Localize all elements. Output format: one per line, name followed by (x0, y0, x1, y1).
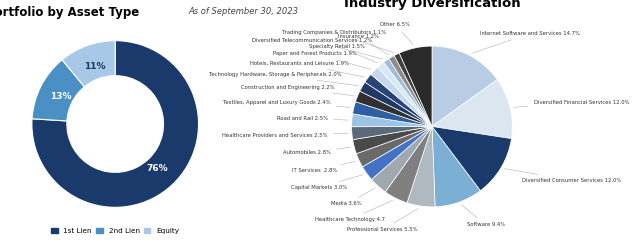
Wedge shape (32, 60, 84, 121)
Text: Textiles, Apparel and Luxury Goods 2.4%: Textiles, Apparel and Luxury Goods 2.4% (223, 100, 350, 107)
Text: Professional Services 5.5%: Professional Services 5.5% (347, 208, 419, 232)
Text: Healthcare Technology 4.7: Healthcare Technology 4.7 (315, 200, 393, 222)
Text: Diversified Financial Services 12.0%: Diversified Financial Services 12.0% (514, 100, 629, 107)
Wedge shape (383, 59, 432, 126)
Wedge shape (372, 126, 432, 192)
Text: Paper and Forest Products 1.9%: Paper and Forest Products 1.9% (273, 51, 371, 69)
Text: Hotels, Restaurants and Leisure 1.9%: Hotels, Restaurants and Leisure 1.9% (250, 61, 364, 77)
Text: As of September 30, 2023: As of September 30, 2023 (188, 7, 298, 16)
Text: Diversified Consumer Services 12.0%: Diversified Consumer Services 12.0% (504, 169, 621, 183)
Wedge shape (378, 62, 432, 126)
Wedge shape (351, 114, 432, 127)
Text: IT Services  2.8%: IT Services 2.8% (292, 161, 356, 173)
Wedge shape (32, 41, 198, 207)
Text: Capital Markets 3.0%: Capital Markets 3.0% (291, 175, 364, 190)
Wedge shape (365, 74, 432, 126)
Legend: 1st Lien, 2nd Lien, Equity: 1st Lien, 2nd Lien, Equity (48, 225, 182, 237)
Wedge shape (353, 102, 432, 126)
Text: Trading Companies & Distributors 1.1%: Trading Companies & Distributors 1.1% (282, 30, 394, 53)
Text: 76%: 76% (146, 164, 168, 173)
Wedge shape (432, 126, 481, 207)
Text: Media 3.6%: Media 3.6% (332, 188, 375, 207)
Text: Automobiles 2.8%: Automobiles 2.8% (283, 147, 351, 155)
Text: Road and Rail 2.5%: Road and Rail 2.5% (277, 116, 348, 121)
Wedge shape (360, 82, 432, 126)
Text: 11%: 11% (84, 62, 106, 71)
Text: Portfolio by Asset Type: Portfolio by Asset Type (0, 6, 140, 19)
Text: Software 9.4%: Software 9.4% (461, 205, 505, 227)
Text: 13%: 13% (51, 92, 72, 101)
Wedge shape (355, 91, 432, 126)
Wedge shape (399, 46, 432, 126)
Text: Specialty Retail 1.5%: Specialty Retail 1.5% (309, 44, 378, 63)
Text: Construction and Engineering 2.2%: Construction and Engineering 2.2% (241, 85, 354, 96)
Wedge shape (356, 126, 432, 167)
Text: Internet Software and Services 14.7%: Internet Software and Services 14.7% (472, 31, 580, 53)
Text: Insurance 1.2%: Insurance 1.2% (339, 34, 388, 55)
Wedge shape (432, 126, 511, 191)
Wedge shape (351, 126, 432, 140)
Wedge shape (371, 67, 432, 126)
Text: Healthcare Providers and Services 2.5%: Healthcare Providers and Services 2.5% (222, 133, 348, 138)
Wedge shape (353, 126, 432, 154)
Title: Industry Diversification: Industry Diversification (344, 0, 520, 10)
Text: Technology Hardware, Storage & Peripherals 2.0%: Technology Hardware, Storage & Periphera… (209, 72, 359, 86)
Wedge shape (432, 46, 497, 126)
Wedge shape (432, 80, 513, 139)
Wedge shape (362, 126, 432, 180)
Wedge shape (394, 53, 432, 126)
Wedge shape (62, 41, 115, 87)
Wedge shape (388, 56, 432, 126)
Text: Diversified Telecommunication Services 1.2%: Diversified Telecommunication Services 1… (252, 38, 383, 59)
Wedge shape (385, 126, 432, 203)
Text: Other 6.5%: Other 6.5% (380, 22, 413, 45)
Wedge shape (407, 126, 435, 207)
